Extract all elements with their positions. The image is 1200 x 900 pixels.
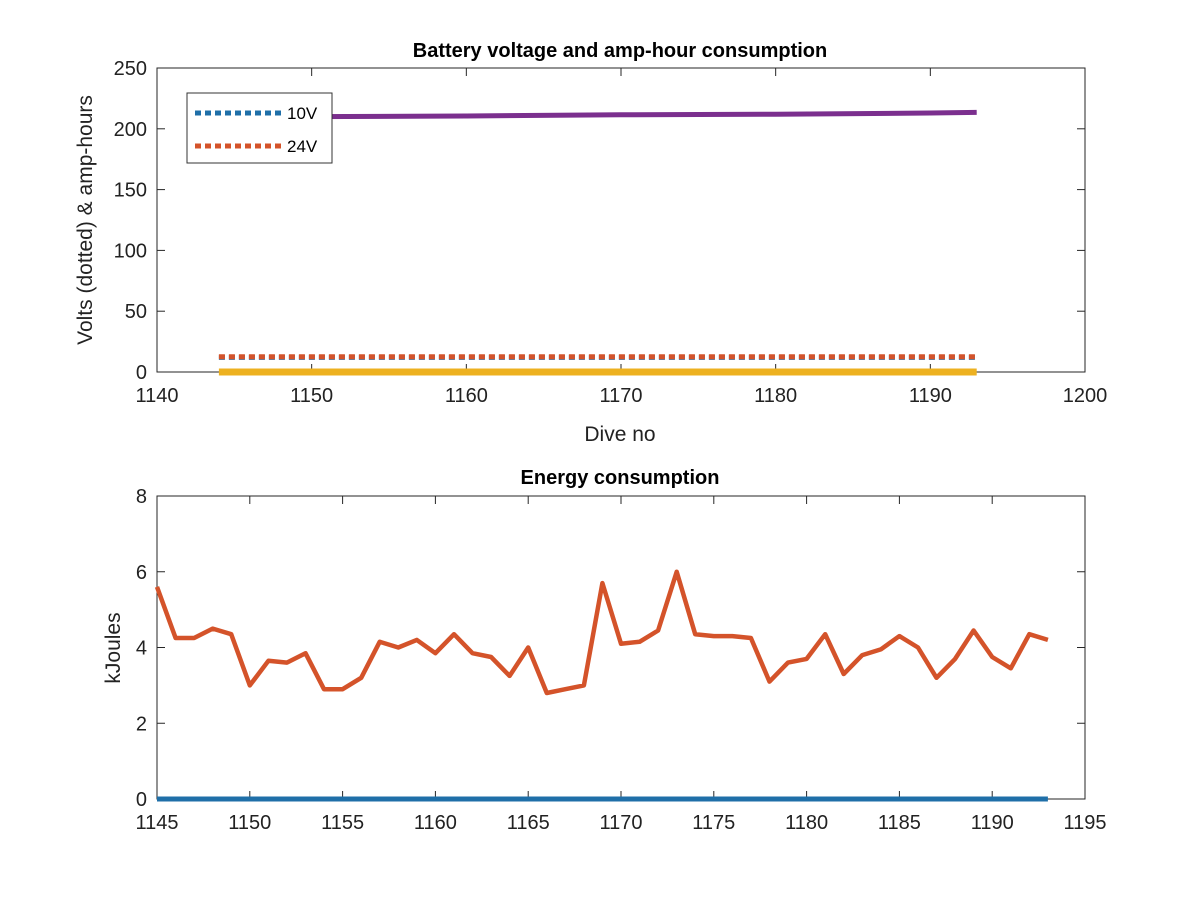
x-tick-label: 1185: [878, 812, 921, 834]
voltage-chart-ylabel: Volts (dotted) & amp-hours: [74, 95, 97, 345]
y-tick-label: 8: [136, 486, 147, 508]
y-tick-label: 200: [114, 119, 147, 141]
x-tick-label: 1170: [599, 385, 642, 407]
voltage-chart-xlabel: Dive no: [584, 423, 655, 446]
legend-box: [186, 92, 333, 164]
x-tick-label: 1200: [1063, 385, 1108, 407]
y-tick-label: 0: [136, 789, 147, 811]
x-tick-label: 1160: [445, 385, 488, 407]
x-tick-label: 1190: [971, 812, 1014, 834]
x-tick-label: 1150: [290, 385, 333, 407]
y-tick-label: 150: [114, 180, 147, 202]
y-tick-label: 250: [114, 58, 147, 80]
energy-chart-title: Energy consumption: [521, 467, 720, 489]
x-tick-label: 1180: [754, 385, 797, 407]
voltage-chart: Battery voltage and amp-hour consumption…: [74, 40, 1107, 446]
x-tick-label: 1175: [692, 812, 735, 834]
x-tick-label: 1195: [1063, 812, 1106, 834]
voltage-chart-axes: 1140 1150 1160 1170 1180 1190 1200 0 50 100 150 200…: [114, 58, 1108, 407]
y-tick-label: 6: [136, 562, 147, 584]
x-tick-label: 1180: [785, 812, 828, 834]
voltage-chart-title: Battery voltage and amp-hour consumption: [413, 40, 827, 62]
x-tick-label: 1165: [507, 812, 550, 834]
voltage-chart-legend: 10V 24V: [186, 92, 333, 164]
energy-chart-ylabel: kJoules: [102, 612, 125, 683]
x-tick-label: 1140: [135, 385, 178, 407]
energy-chart-series: [154, 569, 1049, 802]
x-tick-label: 1150: [228, 812, 271, 834]
legend-label-24v: 24V: [287, 137, 318, 156]
y-tick-label: 100: [114, 240, 147, 262]
x-tick-label: 1190: [909, 385, 952, 407]
x-tick-label: 1170: [599, 812, 642, 834]
x-tick-label: 1160: [414, 812, 457, 834]
x-tick-label: 1145: [135, 812, 178, 834]
y-tick-label: 50: [125, 301, 147, 323]
y-tick-label: 4: [136, 638, 147, 660]
legend-label-10v: 10V: [287, 104, 318, 123]
y-tick-label: 2: [136, 713, 147, 735]
y-tick-label: 0: [136, 362, 147, 384]
energy-chart-axes: 1145 1150 1155 1160 1165 1170 1175 1180 1185 1190…: [135, 486, 1106, 834]
x-tick-label: 1155: [321, 812, 364, 834]
energy-chart: Energy consumption kJoules 1145 1150 1155 1…: [102, 467, 1107, 834]
